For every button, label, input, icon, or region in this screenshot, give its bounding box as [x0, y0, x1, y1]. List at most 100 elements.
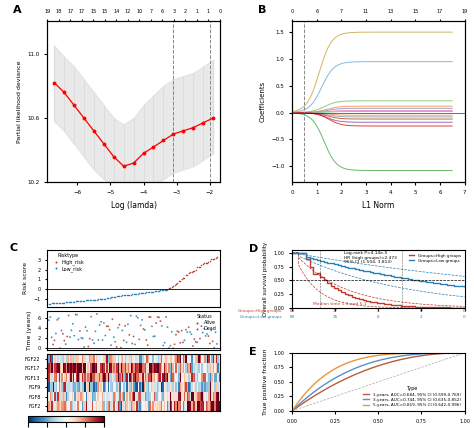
Point	[65, 312, 73, 319]
Text: D: D	[249, 244, 258, 254]
Point	[154, 288, 161, 294]
Point	[193, 339, 201, 346]
Point	[150, 288, 157, 295]
Point	[65, 299, 73, 306]
Point	[169, 345, 177, 352]
Point	[124, 321, 132, 328]
Point	[128, 340, 136, 347]
Point	[165, 285, 173, 292]
Point	[62, 341, 70, 348]
Point	[212, 255, 219, 262]
Point	[171, 341, 178, 348]
Point	[51, 300, 58, 307]
Point	[52, 330, 60, 337]
Point	[206, 340, 214, 347]
Text: B: B	[258, 5, 266, 15]
Point	[48, 334, 55, 341]
Point	[155, 287, 163, 294]
Point	[126, 331, 133, 338]
Point	[171, 282, 178, 288]
Point	[121, 292, 129, 299]
Point	[146, 314, 153, 321]
Text: 0: 0	[463, 309, 466, 313]
Y-axis label: Risk score: Risk score	[23, 262, 27, 294]
Point	[166, 285, 174, 291]
Point	[199, 329, 207, 336]
Point	[202, 333, 210, 339]
Point	[117, 292, 125, 299]
Y-axis label: Coefficients: Coefficients	[260, 81, 265, 122]
Point	[64, 333, 71, 340]
Point	[58, 327, 65, 334]
Point	[143, 289, 150, 296]
Point	[49, 300, 57, 307]
Point	[79, 298, 87, 305]
Point	[106, 326, 113, 333]
Point	[91, 328, 99, 335]
Point	[172, 280, 180, 287]
Point	[205, 258, 212, 265]
Point	[120, 292, 128, 299]
Point	[210, 344, 218, 351]
Point	[183, 271, 191, 278]
Text: 3: 3	[377, 309, 380, 313]
Point	[148, 323, 156, 330]
Point	[164, 286, 171, 293]
Point	[186, 329, 194, 336]
Point	[140, 326, 147, 333]
Point	[192, 267, 200, 273]
Point	[91, 296, 99, 303]
Point	[51, 337, 58, 344]
Point	[156, 318, 164, 324]
Point	[176, 339, 184, 346]
Point	[116, 321, 123, 328]
Point	[107, 342, 115, 349]
Point	[134, 290, 142, 297]
Point	[154, 314, 161, 321]
Point	[178, 276, 185, 282]
Point	[118, 327, 126, 334]
Point	[83, 327, 91, 334]
Point	[173, 279, 181, 286]
Point	[124, 292, 132, 299]
Point	[127, 291, 135, 298]
Point	[113, 344, 120, 351]
Point	[141, 327, 149, 333]
Point	[93, 296, 100, 303]
Point	[130, 291, 137, 297]
Y-axis label: Time (years): Time (years)	[27, 311, 32, 350]
Point	[79, 335, 87, 342]
Point	[59, 330, 67, 337]
Point	[128, 291, 136, 297]
Point	[55, 300, 63, 306]
Point	[72, 298, 80, 305]
Point	[134, 314, 142, 321]
Point	[116, 293, 123, 300]
Point	[114, 324, 122, 331]
Point	[93, 311, 100, 318]
Point	[111, 293, 119, 300]
Point	[117, 345, 125, 351]
Legend: High_risk, Low_risk: High_risk, Low_risk	[50, 253, 86, 273]
Point	[86, 297, 93, 303]
Point	[198, 323, 205, 330]
Point	[196, 264, 204, 271]
Point	[136, 290, 143, 297]
Point	[176, 277, 184, 284]
Point	[104, 323, 112, 330]
Point	[94, 296, 102, 303]
Point	[110, 293, 118, 300]
Point	[161, 339, 168, 346]
Text: 25: 25	[333, 315, 338, 319]
Y-axis label: Partial likelihood deviance: Partial likelihood deviance	[17, 61, 22, 143]
Point	[182, 272, 190, 279]
Point	[56, 300, 64, 306]
Point	[90, 296, 98, 303]
Point	[182, 326, 190, 333]
Legend: Groups=High groups, Groups=Low groups: Groups=High groups, Groups=Low groups	[408, 252, 463, 264]
Point	[162, 287, 170, 294]
Point	[181, 275, 188, 282]
Point	[75, 336, 82, 343]
Point	[140, 289, 147, 296]
Point	[71, 298, 78, 305]
